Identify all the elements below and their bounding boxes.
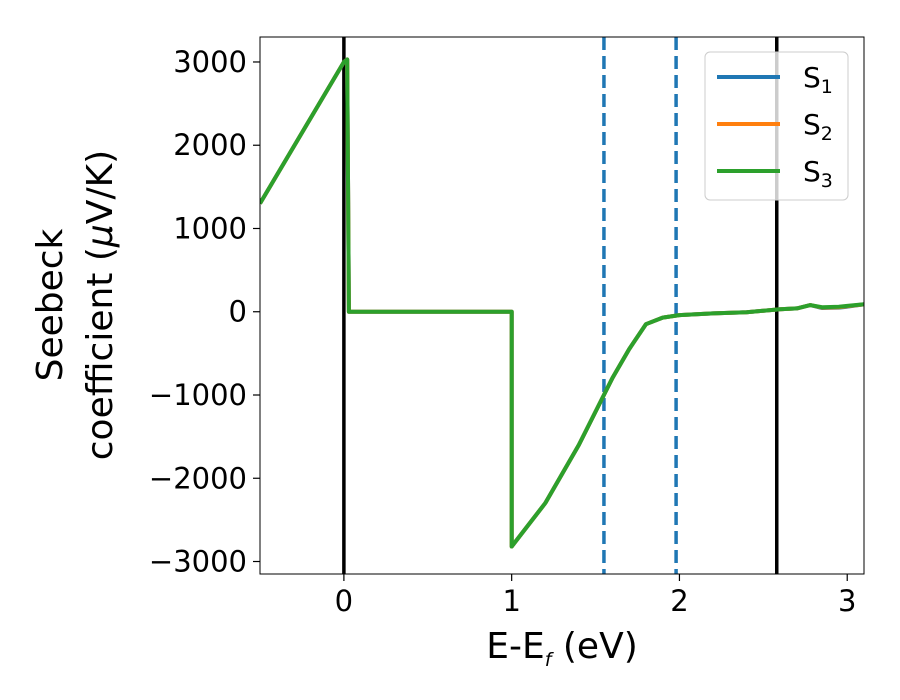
y-tick-label: −1000 xyxy=(149,378,247,412)
y-tick-label: −2000 xyxy=(149,461,247,495)
x-tick-label: 1 xyxy=(502,584,520,618)
y-tick-label: −3000 xyxy=(149,545,247,579)
legend-label-3: S3 xyxy=(803,155,833,192)
y-axis-title-line1: Seebeck xyxy=(30,228,71,381)
x-tick-label: 0 xyxy=(335,584,353,618)
y-tick-label: 2000 xyxy=(173,128,247,162)
legend-label-2: S2 xyxy=(803,108,833,145)
legend: S1 S2 S3 xyxy=(704,51,849,201)
plot-frame xyxy=(259,36,865,575)
y-tick-label: 0 xyxy=(229,295,247,329)
x-tick-label: 2 xyxy=(670,584,688,618)
legend-label-1: S1 xyxy=(803,61,833,98)
y-axis-title-line2: coefficient (μV/K) xyxy=(80,150,121,460)
y-tick-label: 1000 xyxy=(173,211,247,245)
y-tick-label: 3000 xyxy=(173,45,247,79)
x-axis-title: E-Ef (eV) xyxy=(486,626,638,671)
series-line-3 xyxy=(260,57,864,549)
y-axis-title: Seebeck coefficient (μV/K) xyxy=(30,150,121,460)
x-tick-label: 3 xyxy=(838,584,856,618)
